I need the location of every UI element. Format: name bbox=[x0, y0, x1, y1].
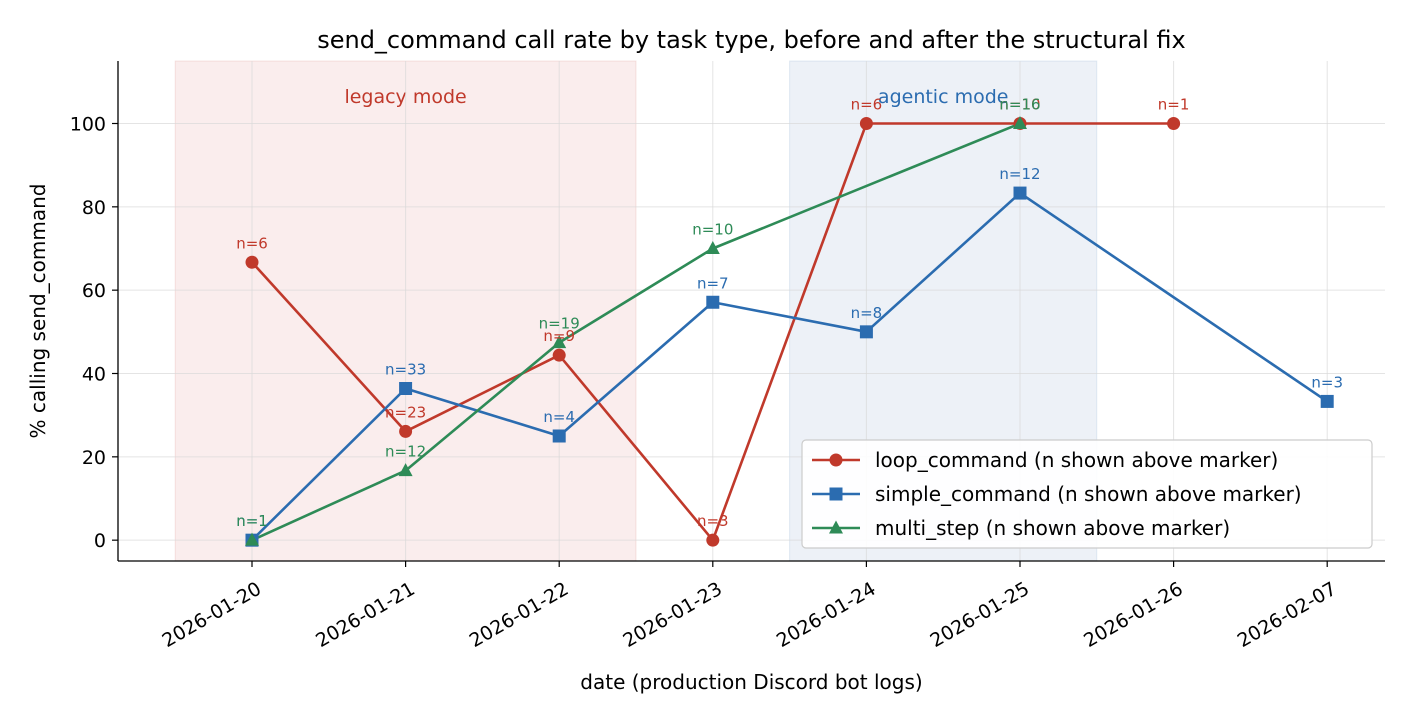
data-point-square bbox=[1320, 394, 1334, 408]
data-point-circle bbox=[552, 348, 566, 362]
y-tick-label: 80 bbox=[82, 197, 106, 219]
data-point-circle bbox=[245, 255, 259, 269]
data-point-triangle bbox=[552, 335, 567, 349]
n-label: n=3 bbox=[697, 512, 729, 530]
n-label: n=33 bbox=[385, 361, 426, 379]
n-label: n=4 bbox=[543, 408, 575, 426]
x-tick-label: 2026-01-21 bbox=[312, 578, 419, 652]
n-label: n=10 bbox=[999, 96, 1040, 114]
x-tick-label: 2026-01-25 bbox=[927, 578, 1034, 652]
data-point-triangle bbox=[1013, 116, 1027, 129]
y-tick-label: 20 bbox=[82, 447, 106, 469]
n-label: n=12 bbox=[385, 443, 426, 461]
legend-entry: loop_command (n shown above marker) bbox=[875, 448, 1278, 472]
data-point-circle bbox=[859, 117, 873, 130]
y-axis-label: % calling send_command bbox=[26, 184, 50, 439]
n-label: n=23 bbox=[385, 403, 426, 421]
n-label: n=8 bbox=[851, 304, 883, 322]
legend-box bbox=[801, 439, 1373, 549]
legend-entry: simple_command (n shown above marker) bbox=[875, 482, 1302, 506]
x-ticks: 2026-01-20 2026-01-21 2026-01-22 2026-01-23… bbox=[159, 561, 1341, 652]
legend-marker bbox=[829, 453, 843, 467]
legend-marker bbox=[829, 487, 843, 501]
n-labels: n=6 n=23 n=9 n=3 n=6 n=10 n=1 n=1 n=33 n=4 n=7 n=8 n… bbox=[236, 96, 1343, 531]
legend-marker bbox=[829, 520, 843, 534]
data-point-triangle bbox=[398, 463, 413, 477]
n-label: n=1 bbox=[236, 512, 268, 530]
n-label: n=6 bbox=[236, 234, 268, 252]
chart-title: send_command call rate by task type, bef… bbox=[317, 26, 1186, 54]
data-point-square bbox=[552, 429, 566, 443]
data-point-circle bbox=[399, 424, 413, 438]
n-label: n=10 bbox=[692, 221, 733, 239]
n-label: n=1 bbox=[236, 512, 268, 530]
y-tick-label: 100 bbox=[70, 114, 106, 136]
x-axis-label: date (production Discord bot logs) bbox=[580, 670, 922, 694]
data-point-square bbox=[859, 325, 873, 339]
n-label: n=9 bbox=[543, 327, 575, 345]
data-point-triangle bbox=[705, 241, 720, 254]
x-tick-label: 2026-01-23 bbox=[619, 578, 726, 652]
x-tick-label: 2026-01-26 bbox=[1080, 578, 1187, 652]
x-tick-label: 2026-01-22 bbox=[466, 578, 573, 652]
n-label: n=12 bbox=[999, 165, 1040, 183]
y-ticks: 0 20 40 60 80 100 bbox=[70, 114, 118, 552]
y-tick-label: 40 bbox=[82, 364, 106, 386]
x-tick-label: 2026-02-07 bbox=[1234, 578, 1341, 652]
legend: loop_command (n shown above marker) simpl… bbox=[801, 439, 1373, 549]
y-tick-label: 60 bbox=[82, 280, 106, 302]
n-label: n=7 bbox=[697, 274, 729, 292]
data-point-circle bbox=[706, 533, 720, 547]
x-tick-label: 2026-01-20 bbox=[159, 578, 266, 652]
n-label: n=6 bbox=[851, 96, 883, 114]
n-label: n=3 bbox=[1311, 373, 1343, 391]
data-point-square bbox=[706, 295, 720, 309]
n-label: n=1 bbox=[1158, 96, 1190, 114]
data-point-square bbox=[399, 382, 413, 395]
data-point-circle bbox=[1167, 117, 1181, 130]
data-point-triangle bbox=[245, 532, 259, 546]
series-markers bbox=[245, 116, 1334, 547]
n-label: n=19 bbox=[539, 315, 580, 333]
x-tick-label: 2026-01-24 bbox=[773, 578, 880, 652]
n-label: n=16 bbox=[999, 96, 1040, 114]
legend-entry: multi_step (n shown above marker) bbox=[875, 516, 1230, 540]
region-label: agentic mode bbox=[878, 86, 1009, 108]
y-tick-label: 0 bbox=[94, 530, 106, 552]
data-point-square bbox=[1013, 186, 1027, 200]
